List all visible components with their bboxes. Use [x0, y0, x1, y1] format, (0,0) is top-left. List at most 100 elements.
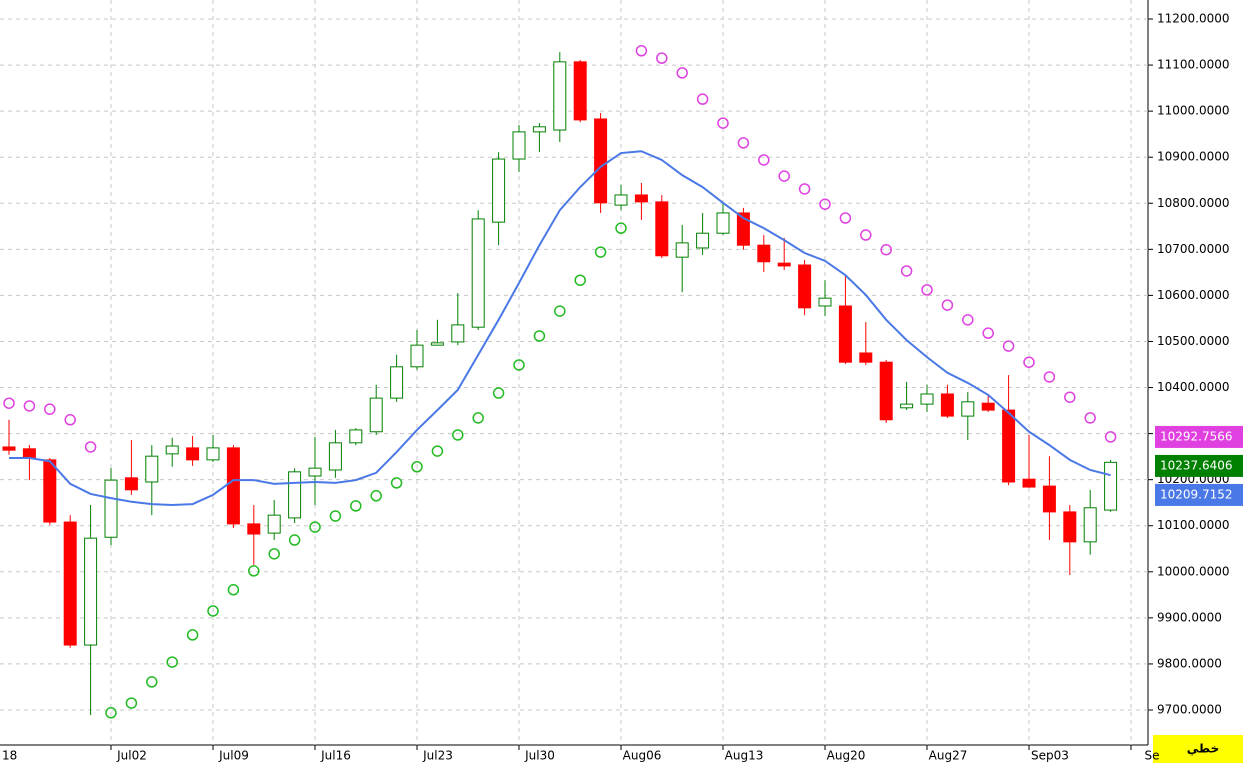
candle-body [349, 429, 363, 444]
candle-body [410, 344, 424, 368]
candle-body [145, 455, 159, 483]
y-tick-label: 10500.0000 [1157, 334, 1230, 348]
sar-dot [248, 565, 260, 577]
sar-dot [288, 534, 301, 546]
sar-dot [1104, 431, 1117, 443]
candle-body [798, 264, 812, 309]
candle-body [43, 459, 57, 523]
candle-body [1083, 507, 1097, 543]
candle-body [124, 477, 138, 491]
sar-dot [105, 707, 117, 719]
y-tick-label: 10000.0000 [1157, 564, 1230, 578]
sar-dot [44, 403, 56, 415]
sar-dot [880, 244, 892, 256]
sar-dot [676, 67, 688, 79]
candle-body [328, 442, 342, 471]
sar-dot [431, 445, 444, 457]
sar-dot [737, 137, 750, 149]
candle-body [451, 324, 465, 343]
sar-dot [574, 274, 586, 286]
candle-body [655, 201, 669, 257]
sar-dot [1064, 391, 1076, 403]
sar-dot [594, 246, 607, 258]
candle-body [1063, 511, 1077, 543]
candle-body [492, 158, 506, 223]
sar-dot [166, 656, 178, 668]
sar-dot [23, 400, 36, 412]
candle-body [288, 471, 302, 519]
sar-dot [1002, 340, 1015, 352]
sar-dot [758, 154, 770, 166]
candle-body [573, 61, 587, 121]
sar-dot [186, 629, 199, 641]
candle-body [226, 447, 240, 525]
sar-dot [696, 93, 709, 105]
sar-dot [860, 229, 872, 241]
sar-dot [146, 676, 158, 688]
sar-dot [1043, 371, 1056, 383]
candle-body [838, 305, 852, 363]
sar-dot [370, 490, 382, 502]
x-tick-label: Jul16 [320, 749, 351, 763]
candle-body [675, 242, 689, 258]
candle-body [390, 366, 404, 399]
candle-body [1022, 478, 1036, 488]
sar-dot [207, 605, 219, 617]
ma-last-box [1155, 483, 1243, 506]
sar-dot [554, 305, 566, 317]
candle-body [63, 521, 77, 646]
x-tick-label: Jul09 [218, 749, 249, 763]
y-tick-label: 9700.0000 [1157, 703, 1222, 717]
sar-dot [839, 212, 852, 224]
candle-body [512, 131, 526, 160]
sar-dot [472, 412, 484, 424]
x-tick-label: Aug06 [623, 749, 662, 763]
candle-body [920, 393, 934, 405]
sar-dot [125, 697, 138, 709]
sar-dot [64, 414, 76, 426]
sar-dot [84, 441, 97, 453]
x-tick-label: Jul23 [422, 749, 453, 763]
y-tick-label: 10400.0000 [1157, 380, 1230, 394]
candle-body [594, 118, 608, 204]
sar-dot [941, 299, 954, 311]
candle-body [206, 447, 220, 461]
x-tick-label: 18 [2, 749, 17, 763]
y-tick-label: 9900.0000 [1157, 610, 1222, 624]
moving-average-line [9, 150, 1111, 507]
mode-box[interactable] [1153, 735, 1243, 763]
sar-dot [350, 500, 362, 512]
candle-body [22, 448, 36, 459]
sar-dot [1084, 412, 1096, 424]
sar-last-label: 10292.7566 [1160, 429, 1233, 443]
candle-body [430, 342, 444, 346]
candle-body [818, 297, 832, 307]
y-tick-label: 9800.0000 [1157, 656, 1222, 670]
candle-body [614, 194, 628, 206]
sar-dot [1023, 356, 1035, 368]
candle-body [308, 467, 322, 477]
y-tick-label: 11200.0000 [1157, 12, 1230, 26]
sar-dot [656, 52, 668, 64]
sar-dot [3, 397, 15, 409]
sar-dot [492, 387, 505, 399]
candle-body [369, 397, 383, 433]
candle-body [940, 393, 954, 417]
y-tick-label: 10100.0000 [1157, 518, 1230, 532]
mode-label[interactable]: خطي [1187, 742, 1219, 756]
candle-body [267, 514, 281, 534]
candle-body [716, 212, 730, 234]
sar-dot [982, 327, 994, 339]
candle-body [84, 537, 98, 646]
close-last-label: 10237.6406 [1160, 458, 1233, 472]
candle-body [471, 218, 485, 328]
y-tick-label: 11000.0000 [1157, 104, 1230, 118]
candle-body [961, 401, 975, 417]
sar-dot [819, 198, 831, 210]
sar-dot [452, 429, 464, 441]
candle-body [553, 61, 567, 131]
candle-body [879, 361, 893, 421]
sar-dot [921, 284, 933, 296]
sar-dot [390, 477, 403, 489]
x-tick-label: Se [1145, 749, 1160, 763]
